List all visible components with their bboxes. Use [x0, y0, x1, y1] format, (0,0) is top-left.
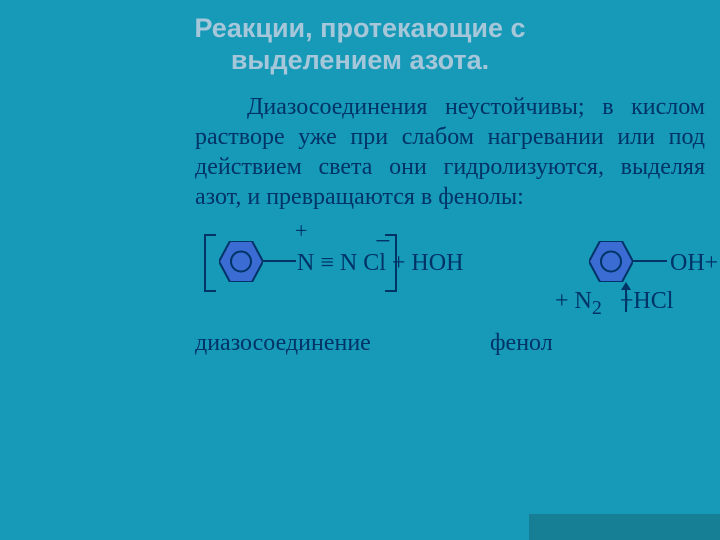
slide: Реакции, протекающие с выделением азота.… — [0, 0, 720, 540]
bracket-left — [204, 234, 216, 292]
footer-accent — [529, 514, 720, 540]
bracket-right — [385, 234, 397, 292]
eq-line2: + N2 +HCl — [555, 288, 673, 320]
benzene-ring-icon — [589, 241, 633, 282]
title-line2: выделением азота. — [231, 45, 489, 75]
title: Реакции, протекающие с выделением азота. — [0, 12, 720, 77]
label-phenol: фенол — [490, 330, 553, 357]
label-diazo: диазосоединение — [195, 330, 371, 357]
eq-text-1: N ≡ N Cl + HOH — [297, 250, 463, 277]
plus-charge: + — [295, 218, 307, 244]
sub2: 2 — [592, 297, 602, 319]
title-line1: Реакции, протекающие с — [194, 13, 525, 43]
line2a: + N — [555, 288, 592, 314]
paragraph: Диазосоединения неустойчивы; в кислом ра… — [195, 92, 705, 212]
line2b: +HCl — [620, 288, 674, 314]
benzene-ring-icon — [219, 241, 263, 282]
arrow-up-icon — [625, 284, 627, 312]
bond-left — [262, 260, 296, 262]
bond-right — [633, 260, 667, 262]
eq-text-2: OH+ — [670, 250, 718, 277]
equation-row: + − N ≡ N Cl + HOH OH+ + N2 +HCl — [195, 240, 720, 320]
